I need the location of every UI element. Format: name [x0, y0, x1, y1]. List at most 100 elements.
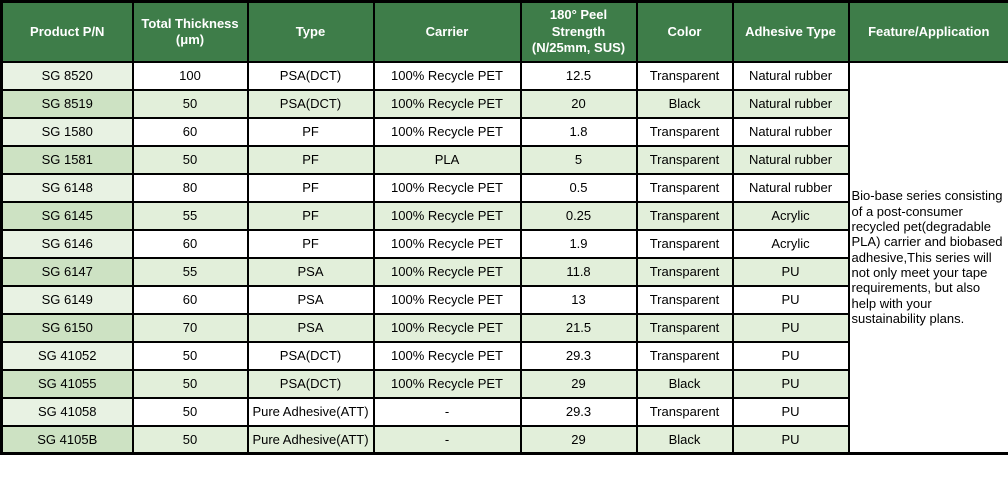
cell-adhesive: Natural rubber — [731, 172, 850, 203]
cell-carrier: 100% Recycle PET — [372, 256, 522, 287]
cell-pn: SG 1580 — [0, 116, 134, 147]
cell-peel: 5 — [519, 144, 638, 175]
cell-color: Transparent — [635, 116, 734, 147]
cell-color: Transparent — [635, 200, 734, 231]
cell-thickness: 70 — [131, 312, 249, 343]
cell-carrier: 100% Recycle PET — [372, 340, 522, 371]
product-spec-table: Product P/N Total Thickness (μm) Type Ca… — [0, 0, 1008, 455]
cell-type: PSA(DCT) — [246, 368, 375, 399]
cell-adhesive: PU — [731, 368, 850, 399]
cell-pn: SG 6148 — [0, 172, 134, 203]
table-row: SG 6146 60 PF 100% Recycle PET 1.9 Transparen… — [0, 228, 1008, 259]
cell-type: PF — [246, 200, 375, 231]
cell-thickness: 55 — [131, 200, 249, 231]
cell-adhesive: PU — [731, 256, 850, 287]
cell-color: Transparent — [635, 396, 734, 427]
cell-type: PSA — [246, 312, 375, 343]
table-row: SG 41055 50 PSA(DCT) 100% Recycle PET 29 Blac… — [0, 368, 1008, 399]
column-header-product-pn: Product P/N — [0, 0, 134, 63]
cell-color: Black — [635, 368, 734, 399]
cell-adhesive: Natural rubber — [731, 116, 850, 147]
cell-thickness: 100 — [131, 60, 249, 91]
cell-adhesive: PU — [731, 312, 850, 343]
cell-adhesive: PU — [731, 340, 850, 371]
table-row: SG 1581 50 PF PLA 5 Transparent Natural rubber — [0, 144, 1008, 175]
cell-pn: SG 6145 — [0, 200, 134, 231]
cell-adhesive: PU — [731, 284, 850, 315]
cell-peel: 29.3 — [519, 396, 638, 427]
cell-color: Black — [635, 424, 734, 455]
cell-carrier: 100% Recycle PET — [372, 116, 522, 147]
cell-type: PF — [246, 172, 375, 203]
cell-carrier: 100% Recycle PET — [372, 228, 522, 259]
cell-peel: 29 — [519, 424, 638, 455]
column-header-peel-strength: 180° Peel Strength (N/25mm, SUS) — [519, 0, 638, 63]
cell-peel: 11.8 — [519, 256, 638, 287]
column-header-carrier: Carrier — [372, 0, 522, 63]
cell-pn: SG 8520 — [0, 60, 134, 91]
cell-thickness: 55 — [131, 256, 249, 287]
table-row: SG 6150 70 PSA 100% Recycle PET 21.5 Transpar… — [0, 312, 1008, 343]
cell-adhesive: PU — [731, 424, 850, 455]
cell-peel: 13 — [519, 284, 638, 315]
cell-peel: 12.5 — [519, 60, 638, 91]
cell-carrier: 100% Recycle PET — [372, 172, 522, 203]
cell-color: Transparent — [635, 256, 734, 287]
cell-color: Black — [635, 88, 734, 119]
cell-type: PSA(DCT) — [246, 88, 375, 119]
table-row: SG 6145 55 PF 100% Recycle PET 0.25 Transpare… — [0, 200, 1008, 231]
cell-carrier: 100% Recycle PET — [372, 284, 522, 315]
cell-thickness: 50 — [131, 88, 249, 119]
cell-carrier: - — [372, 396, 522, 427]
cell-carrier: 100% Recycle PET — [372, 60, 522, 91]
cell-carrier: 100% Recycle PET — [372, 368, 522, 399]
cell-pn: SG 6147 — [0, 256, 134, 287]
cell-pn: SG 6146 — [0, 228, 134, 259]
cell-type: PSA(DCT) — [246, 60, 375, 91]
cell-peel: 21.5 — [519, 312, 638, 343]
cell-color: Transparent — [635, 60, 734, 91]
table-row: SG 6148 80 PF 100% Recycle PET 0.5 Transparen… — [0, 172, 1008, 203]
cell-pn: SG 41055 — [0, 368, 134, 399]
column-header-feature-application: Feature/Application — [847, 0, 1008, 63]
cell-thickness: 50 — [131, 396, 249, 427]
table-header: Product P/N Total Thickness (μm) Type Ca… — [0, 0, 1008, 63]
table-row: SG 6147 55 PSA 100% Recycle PET 11.8 Transpar… — [0, 256, 1008, 287]
column-header-color: Color — [635, 0, 734, 63]
cell-type: PF — [246, 144, 375, 175]
cell-pn: SG 1581 — [0, 144, 134, 175]
cell-color: Transparent — [635, 312, 734, 343]
cell-peel: 29.3 — [519, 340, 638, 371]
cell-pn: SG 6149 — [0, 284, 134, 315]
cell-thickness: 80 — [131, 172, 249, 203]
cell-peel: 0.25 — [519, 200, 638, 231]
cell-adhesive: Natural rubber — [731, 88, 850, 119]
table-row: SG 41058 50 Pure Adhesive(ATT) -29.3 Transpa… — [0, 396, 1008, 427]
header-row: Product P/N Total Thickness (μm) Type Ca… — [0, 0, 1008, 63]
table-row: SG 1580 60 PF 100% Recycle PET 1.8 Transparen… — [0, 116, 1008, 147]
cell-pn: SG 41058 — [0, 396, 134, 427]
table-row: SG 8520 100 PSA(DCT) 100% Recycle PET 12.5 Tr… — [0, 60, 1008, 455]
cell-pn: SG 41052 — [0, 340, 134, 371]
cell-type: PF — [246, 116, 375, 147]
cell-peel: 20 — [519, 88, 638, 119]
cell-adhesive: PU — [731, 396, 850, 427]
cell-adhesive: Natural rubber — [731, 144, 850, 175]
table-row: SG 6149 60 PSA 100% Recycle PET 13 Transparen… — [0, 284, 1008, 315]
table-row: SG 4105B 50 Pure Adhesive(ATT) -29 Black PU — [0, 424, 1008, 455]
cell-peel: 0.5 — [519, 172, 638, 203]
cell-peel: 1.9 — [519, 228, 638, 259]
cell-peel: 29 — [519, 368, 638, 399]
feature-application-cell: Bio-base series consisting of a post-con… — [847, 60, 1008, 455]
cell-color: Transparent — [635, 284, 734, 315]
cell-pn: SG 6150 — [0, 312, 134, 343]
cell-pn: SG 8519 — [0, 88, 134, 119]
cell-type: Pure Adhesive(ATT) — [246, 424, 375, 455]
column-header-adhesive-type: Adhesive Type — [731, 0, 850, 63]
cell-type: PF — [246, 228, 375, 259]
table-row: SG 8519 50 PSA(DCT) 100% Recycle PET 20 Black… — [0, 88, 1008, 119]
cell-adhesive: Natural rubber — [731, 60, 850, 91]
cell-thickness: 60 — [131, 116, 249, 147]
cell-carrier: 100% Recycle PET — [372, 312, 522, 343]
cell-type: PSA — [246, 284, 375, 315]
